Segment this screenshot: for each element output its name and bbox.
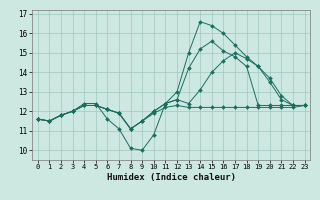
- X-axis label: Humidex (Indice chaleur): Humidex (Indice chaleur): [107, 173, 236, 182]
